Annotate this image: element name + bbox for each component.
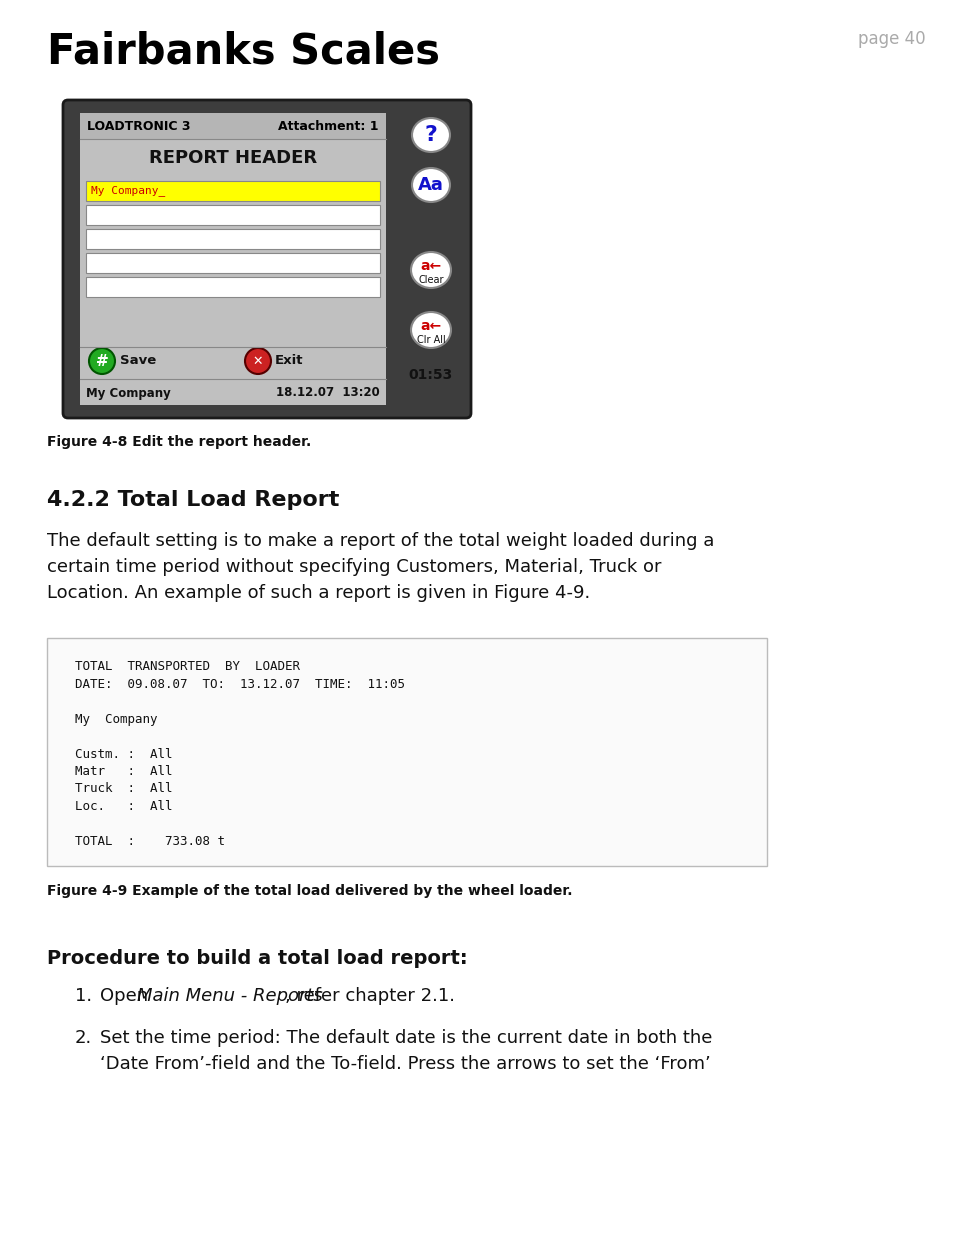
Text: Location. An example of such a report is given in Figure 4-9.: Location. An example of such a report is… <box>47 584 590 601</box>
Text: Open: Open <box>100 987 153 1005</box>
Text: 01:53: 01:53 <box>409 368 453 382</box>
Text: Clr All: Clr All <box>416 335 445 345</box>
Text: Attachment: 1: Attachment: 1 <box>278 120 378 132</box>
Text: LOADTRONIC 3: LOADTRONIC 3 <box>87 120 191 132</box>
Text: ‘Date From’-field and the To-field. Press the arrows to set the ‘From’: ‘Date From’-field and the To-field. Pres… <box>100 1055 710 1073</box>
Text: Figure 4-8 Edit the report header.: Figure 4-8 Edit the report header. <box>47 435 311 450</box>
Bar <box>86 253 379 273</box>
Bar <box>86 277 379 296</box>
Text: Aa: Aa <box>417 177 443 194</box>
Text: a←: a← <box>420 259 441 273</box>
Bar <box>86 182 379 201</box>
Ellipse shape <box>411 312 451 348</box>
Text: ✕: ✕ <box>253 354 263 368</box>
Text: 2.: 2. <box>75 1029 92 1047</box>
Text: Save: Save <box>120 354 156 368</box>
Text: My  Company: My Company <box>75 713 157 725</box>
Text: , refer chapter 2.1.: , refer chapter 2.1. <box>285 987 455 1005</box>
Text: certain time period without specifying Customers, Material, Truck or: certain time period without specifying C… <box>47 558 660 576</box>
Text: Set the time period: The default date is the current date in both the: Set the time period: The default date is… <box>100 1029 712 1047</box>
Text: The default setting is to make a report of the total weight loaded during a: The default setting is to make a report … <box>47 532 714 550</box>
Bar <box>86 228 379 249</box>
Ellipse shape <box>412 119 450 152</box>
FancyBboxPatch shape <box>63 100 471 417</box>
Text: My Company_: My Company_ <box>91 185 165 196</box>
Text: Procedure to build a total load report:: Procedure to build a total load report: <box>47 948 467 968</box>
Bar <box>80 112 386 140</box>
Text: a←: a← <box>420 319 441 333</box>
Circle shape <box>89 348 115 374</box>
Text: 4.2.2 Total Load Report: 4.2.2 Total Load Report <box>47 490 339 510</box>
Bar <box>80 112 386 405</box>
Text: Matr   :  All: Matr : All <box>75 764 172 778</box>
Text: TOTAL  TRANSPORTED  BY  LOADER: TOTAL TRANSPORTED BY LOADER <box>75 659 299 673</box>
Circle shape <box>245 348 271 374</box>
Text: DATE:  09.08.07  TO:  13.12.07  TIME:  11:05: DATE: 09.08.07 TO: 13.12.07 TIME: 11:05 <box>75 678 405 690</box>
Text: ?: ? <box>424 125 437 144</box>
Bar <box>47 638 766 866</box>
Text: Figure 4-9 Example of the total load delivered by the wheel loader.: Figure 4-9 Example of the total load del… <box>47 884 572 898</box>
Ellipse shape <box>412 168 450 203</box>
Text: 18.12.07  13:20: 18.12.07 13:20 <box>276 387 379 399</box>
Text: Fairbanks Scales: Fairbanks Scales <box>47 30 439 72</box>
Text: TOTAL  :    733.08 t: TOTAL : 733.08 t <box>75 835 225 848</box>
Text: Truck  :  All: Truck : All <box>75 783 172 795</box>
Text: 1.: 1. <box>75 987 92 1005</box>
Bar <box>86 205 379 225</box>
Text: Exit: Exit <box>274 354 303 368</box>
Ellipse shape <box>411 252 451 288</box>
Text: Loc.   :  All: Loc. : All <box>75 800 172 813</box>
Text: REPORT HEADER: REPORT HEADER <box>149 149 316 167</box>
Text: page 40: page 40 <box>857 30 924 48</box>
Text: Custm. :  All: Custm. : All <box>75 747 172 761</box>
Text: Main Menu - Reports: Main Menu - Reports <box>137 987 322 1005</box>
Text: Clear: Clear <box>417 275 443 285</box>
Text: #: # <box>95 353 109 368</box>
Text: My Company: My Company <box>86 387 171 399</box>
